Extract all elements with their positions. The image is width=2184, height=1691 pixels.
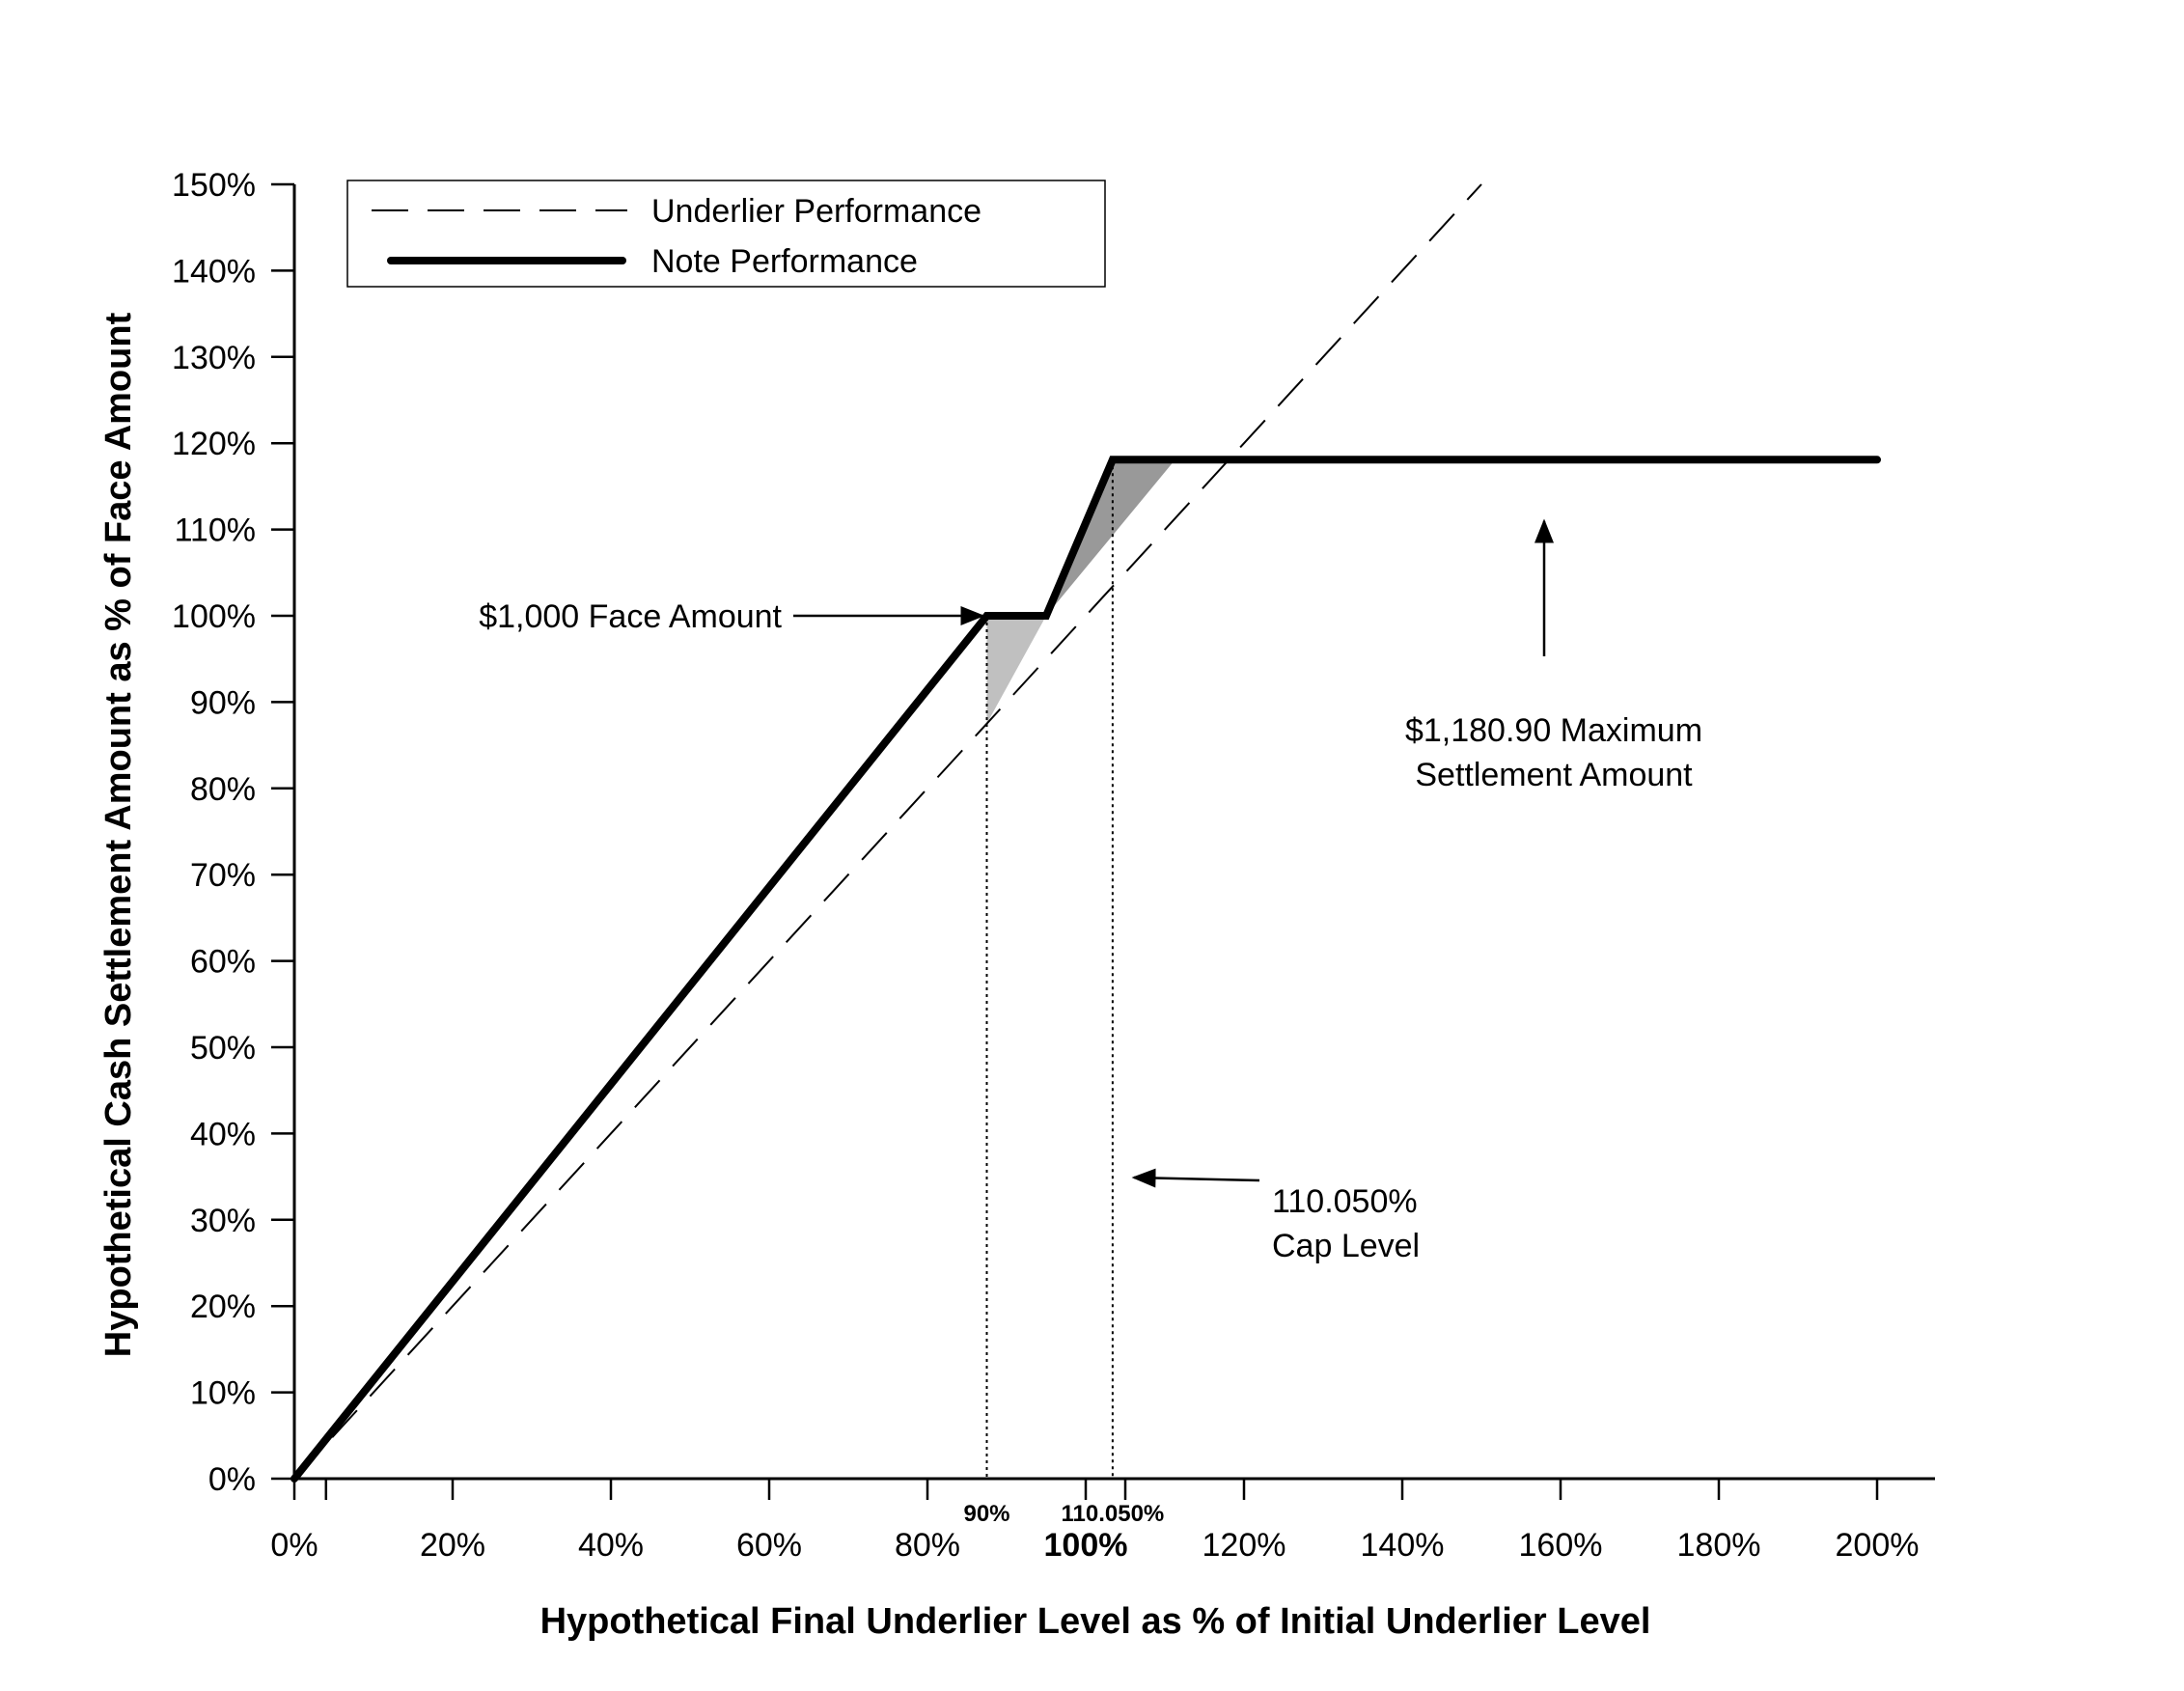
- x-tick-label: 100%: [1044, 1527, 1128, 1564]
- x-tick-label: 140%: [1361, 1527, 1445, 1564]
- y-tick-label: 90%: [190, 684, 256, 721]
- y-tick-label: 20%: [190, 1289, 256, 1325]
- y-tick-label: 100%: [172, 598, 256, 635]
- reference-line-label: 110.050%: [1061, 1501, 1164, 1527]
- y-tick-label: 120%: [172, 426, 256, 462]
- shaded-region: [986, 616, 1046, 724]
- x-tick-label: 180%: [1677, 1527, 1761, 1564]
- series-layer: [290, 183, 1881, 1483]
- legend-label-note: Note Performance: [651, 243, 918, 280]
- max-settlement-label-line2: Settlement Amount: [1415, 757, 1693, 793]
- cap-level-arrow: [1131, 1168, 1260, 1188]
- x-tick-label: 160%: [1519, 1527, 1603, 1564]
- max-settlement-label-line1: $1,180.90 Maximum: [1405, 712, 1702, 749]
- x-ticks: 0% 20% 40% 60% 80% 100% 120% 140% 160% 180% 200%: [270, 1479, 1919, 1564]
- legend-label-underlier: Underlier Performance: [651, 193, 981, 230]
- reference-lines: 90% 110.050%: [963, 459, 1164, 1527]
- y-tick-label: 10%: [190, 1375, 256, 1412]
- legend-box: [346, 180, 1106, 288]
- y-tick-label: 0%: [208, 1461, 256, 1498]
- x-tick-label: 40%: [578, 1527, 644, 1564]
- shaded-regions: [986, 459, 1175, 724]
- legend: Underlier Performance Note Performance: [346, 180, 1106, 288]
- y-axis-title: Hypothetical Cash Settlement Amount as %…: [98, 312, 139, 1357]
- y-tick-label: 50%: [190, 1030, 256, 1067]
- x-tick-label: 120%: [1203, 1527, 1286, 1564]
- x-tick-label: 0%: [270, 1527, 318, 1564]
- face-amount-label: $1,000 Face Amount: [479, 598, 782, 635]
- x-tick-label: 80%: [895, 1527, 960, 1564]
- x-axis-title: Hypothetical Final Underlier Level as % …: [540, 1601, 1651, 1642]
- y-tick-label: 80%: [190, 771, 256, 808]
- y-tick-label: 150%: [172, 167, 256, 204]
- shaded-region: [1046, 459, 1175, 616]
- y-ticks: 0% 10% 20% 30% 40% 50% 60% 70% 80% 90% 100% 110% 120…: [172, 167, 294, 1498]
- y-tick-label: 40%: [190, 1116, 256, 1152]
- series-line-note: [290, 456, 1881, 1483]
- y-tick-label: 60%: [190, 944, 256, 981]
- reference-line-label: 90%: [963, 1501, 1009, 1527]
- x-tick-label: 200%: [1836, 1527, 1920, 1564]
- series-line-underlier: [293, 183, 1482, 1480]
- y-tick-label: 70%: [190, 857, 256, 894]
- annotations: $1,000 Face Amount $1,180.90 Maximum Set…: [479, 518, 1702, 1264]
- y-tick-label: 30%: [190, 1203, 256, 1239]
- y-tick-label: 130%: [172, 340, 256, 376]
- x-tick-label: 60%: [736, 1527, 802, 1564]
- y-tick-label: 140%: [172, 253, 256, 290]
- x-tick-label: 20%: [420, 1527, 485, 1564]
- cap-level-label-line2: Cap Level: [1272, 1228, 1420, 1264]
- cap-level-label-line1: 110.050%: [1272, 1183, 1418, 1220]
- y-tick-label: 110%: [175, 513, 256, 549]
